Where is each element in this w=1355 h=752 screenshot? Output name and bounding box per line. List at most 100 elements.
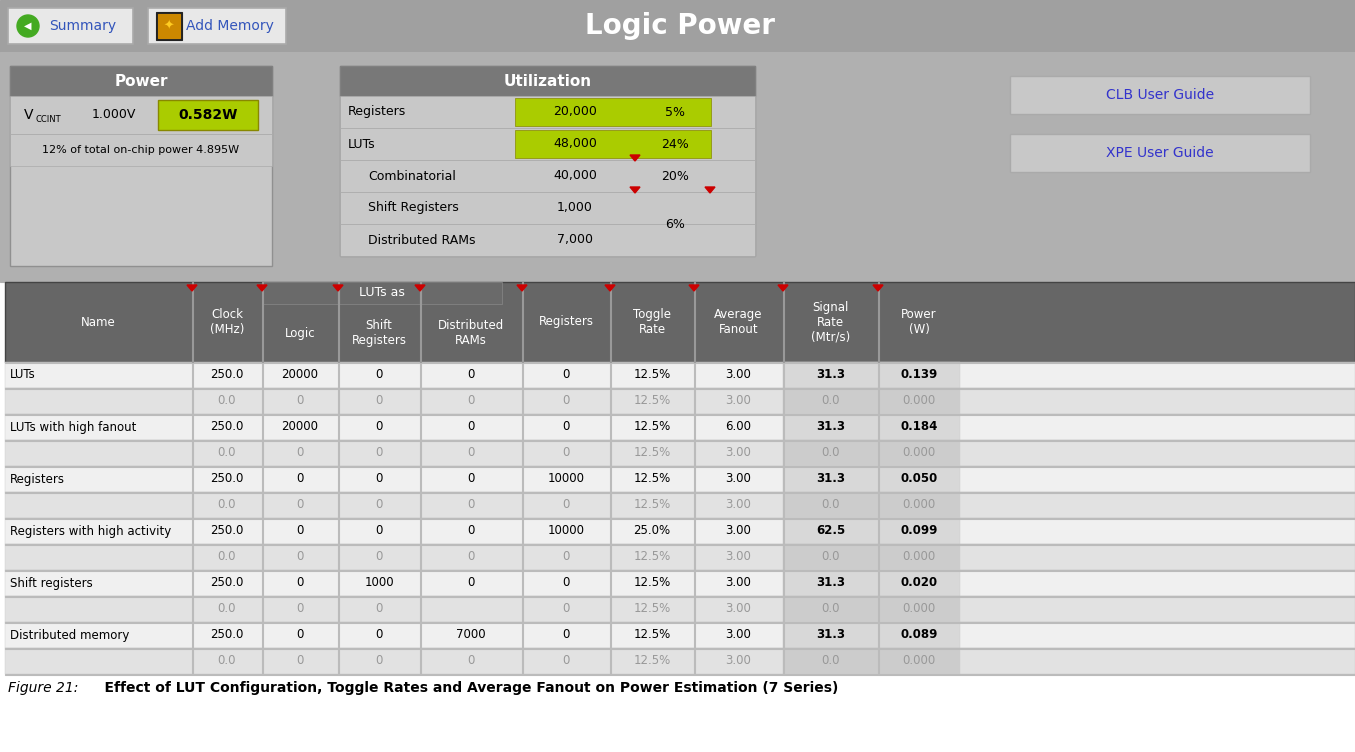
- Text: 0: 0: [375, 550, 382, 563]
- Polygon shape: [705, 187, 715, 193]
- Bar: [515, 98, 711, 126]
- Bar: [340, 160, 755, 192]
- Text: 0: 0: [562, 602, 569, 615]
- Text: V: V: [24, 108, 34, 122]
- Text: 3.00: 3.00: [725, 368, 752, 381]
- Text: 0: 0: [375, 499, 382, 511]
- Bar: [340, 66, 755, 96]
- Text: Average
Fanout: Average Fanout: [714, 308, 763, 336]
- Circle shape: [18, 15, 39, 37]
- Bar: [9, 66, 272, 266]
- Text: 0: 0: [562, 629, 569, 641]
- Bar: [9, 66, 272, 96]
- Text: Shift
Registers: Shift Registers: [351, 319, 406, 347]
- Bar: [783, 544, 959, 570]
- Text: 0: 0: [297, 577, 304, 590]
- Text: 10000: 10000: [547, 472, 584, 486]
- Text: 3.00: 3.00: [725, 472, 752, 486]
- Text: 0: 0: [562, 368, 569, 381]
- Bar: [5, 440, 1355, 466]
- Text: 40,000: 40,000: [553, 169, 598, 183]
- Polygon shape: [518, 285, 527, 291]
- Bar: [340, 224, 755, 256]
- Text: 0.000: 0.000: [902, 499, 935, 511]
- Bar: [783, 388, 959, 414]
- Text: 250.0: 250.0: [210, 577, 244, 590]
- Text: 0: 0: [297, 472, 304, 486]
- Text: 0: 0: [562, 550, 569, 563]
- Bar: [5, 648, 1355, 674]
- Text: 0: 0: [375, 602, 382, 615]
- Text: 0.0: 0.0: [218, 395, 236, 408]
- Bar: [159, 100, 257, 130]
- Bar: [783, 518, 959, 544]
- Text: 12.5%: 12.5%: [633, 550, 671, 563]
- Text: 7000: 7000: [457, 629, 486, 641]
- Text: 0.0: 0.0: [218, 447, 236, 459]
- Text: XPE User Guide: XPE User Guide: [1106, 146, 1214, 160]
- Text: 0: 0: [467, 654, 474, 668]
- Text: 0.0: 0.0: [218, 602, 236, 615]
- Text: 0: 0: [562, 654, 569, 668]
- Text: Combinatorial: Combinatorial: [369, 169, 455, 183]
- Text: 7,000: 7,000: [557, 234, 593, 247]
- Text: Logic: Logic: [285, 326, 316, 339]
- Text: 62.5: 62.5: [816, 524, 846, 538]
- Text: 0.139: 0.139: [900, 368, 938, 381]
- Text: 0: 0: [467, 368, 474, 381]
- Text: 3.00: 3.00: [725, 395, 752, 408]
- Text: 3.00: 3.00: [725, 550, 752, 563]
- Text: 12.5%: 12.5%: [633, 499, 671, 511]
- Text: 0.050: 0.050: [900, 472, 938, 486]
- Bar: [9, 134, 272, 166]
- Text: 12.5%: 12.5%: [633, 654, 671, 668]
- Text: 0: 0: [297, 499, 304, 511]
- Text: 0: 0: [467, 577, 474, 590]
- Polygon shape: [604, 285, 615, 291]
- Text: Effect of LUT Configuration, Toggle Rates and Average Fanout on Power Estimation: Effect of LUT Configuration, Toggle Rate…: [85, 681, 839, 695]
- Text: 0: 0: [467, 420, 474, 433]
- Bar: [783, 362, 959, 388]
- Text: Figure 21:: Figure 21:: [8, 681, 79, 695]
- Text: 12.5%: 12.5%: [633, 420, 671, 433]
- Text: Registers: Registers: [538, 316, 593, 329]
- Bar: [0, 0, 1355, 52]
- Bar: [783, 466, 959, 492]
- Text: 0: 0: [375, 472, 382, 486]
- Text: Signal
Rate
(Mtr/s): Signal Rate (Mtr/s): [810, 301, 850, 344]
- Bar: [5, 544, 1355, 570]
- Text: 0.0: 0.0: [821, 447, 840, 459]
- Polygon shape: [630, 187, 640, 193]
- Bar: [783, 492, 959, 518]
- Bar: [340, 66, 755, 256]
- Text: 5%: 5%: [665, 105, 686, 119]
- Text: 0: 0: [375, 395, 382, 408]
- Text: Utilization: Utilization: [504, 74, 592, 89]
- Text: Registers: Registers: [9, 472, 65, 486]
- Bar: [159, 14, 180, 38]
- Text: 0.0: 0.0: [821, 602, 840, 615]
- Text: 0.0: 0.0: [218, 654, 236, 668]
- Text: 3.00: 3.00: [725, 602, 752, 615]
- Text: 3.00: 3.00: [725, 499, 752, 511]
- Bar: [148, 8, 286, 44]
- Text: 0: 0: [562, 577, 569, 590]
- Text: 25.0%: 25.0%: [633, 524, 671, 538]
- Text: 31.3: 31.3: [816, 368, 846, 381]
- Text: 0: 0: [562, 447, 569, 459]
- Text: 0: 0: [375, 629, 382, 641]
- Text: 12.5%: 12.5%: [633, 577, 671, 590]
- Text: 48,000: 48,000: [553, 138, 598, 150]
- Text: 31.3: 31.3: [816, 577, 846, 590]
- Polygon shape: [688, 285, 699, 291]
- Bar: [8, 8, 133, 44]
- Text: 20%: 20%: [661, 169, 688, 183]
- Bar: [783, 648, 959, 674]
- Text: 31.3: 31.3: [816, 420, 846, 433]
- Text: 0: 0: [375, 368, 382, 381]
- Text: LUTs as: LUTs as: [359, 287, 405, 299]
- Text: 31.3: 31.3: [816, 629, 846, 641]
- Text: 20000: 20000: [282, 420, 318, 433]
- Text: 0: 0: [467, 447, 474, 459]
- Text: 20,000: 20,000: [553, 105, 598, 119]
